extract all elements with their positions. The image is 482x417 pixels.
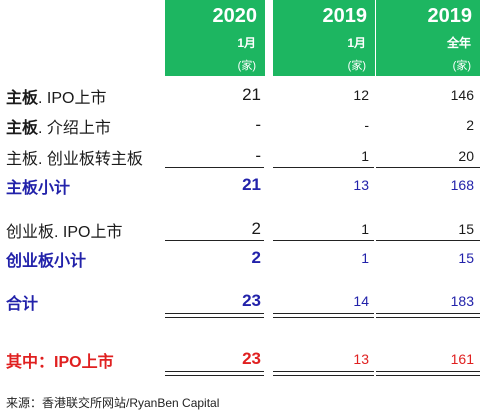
row-divider (376, 167, 480, 168)
value-2020-jan: 23 (242, 291, 261, 310)
highlight-double-rule (273, 371, 374, 376)
value-2020-jan: - (255, 146, 261, 165)
row-label: 创业板. IPO上市 (6, 224, 123, 241)
table-row: 主板. 介绍上市 - - 2 (0, 111, 482, 139)
table-row: 主板. IPO上市 21 12 146 (0, 81, 482, 109)
value-2019-jan: 13 (353, 351, 369, 367)
table-row-subtotal: 主板小计 21 13 168 (0, 171, 482, 199)
header-year: 2019 (322, 5, 368, 27)
row-divider (165, 240, 264, 241)
value-2019-full-year: 2 (466, 117, 474, 133)
row-divider (376, 240, 480, 241)
row-divider (165, 167, 264, 168)
row-label: 主板. IPO上市 (6, 90, 107, 107)
table-row-total: 合计 23 14 183 (0, 287, 482, 315)
row-divider (273, 167, 374, 168)
total-double-rule (165, 313, 264, 318)
header-year: 2019 (427, 5, 473, 27)
row-label: 主板. 创业板转主板 (6, 151, 143, 168)
value-2019-jan: 14 (353, 293, 369, 309)
header-2020-jan: 2020 1月 (家) (165, 0, 265, 76)
row-label: 创业板小计 (6, 253, 87, 270)
row-divider (273, 240, 374, 241)
source-note: 来源：香港联交所网站/RyanBen Capital (6, 396, 220, 410)
table-row-subtotal: 创业板小计 2 1 15 (0, 244, 482, 272)
value-2020-jan: 21 (242, 175, 261, 194)
value-2020-jan: 23 (242, 349, 261, 368)
header-unit: (家) (347, 60, 366, 72)
value-2019-jan: - (364, 117, 369, 133)
value-2020-jan: 2 (251, 248, 261, 267)
total-double-rule (273, 313, 374, 318)
header-period: 全年 (446, 36, 471, 50)
highlight-double-rule (376, 371, 480, 376)
row-label: 其中：IPO上市 (6, 354, 114, 371)
total-double-rule (376, 313, 480, 318)
header-period: 1月 (347, 36, 366, 50)
value-2020-jan: 2 (251, 219, 261, 238)
table-row-highlight: 其中：IPO上市 23 13 161 (0, 345, 482, 373)
table-row: 主板. 创业板转主板 - 1 20 (0, 142, 482, 170)
header-2019-jan: 2019 1月 (家) (273, 0, 375, 76)
value-2019-full-year: 146 (450, 87, 474, 103)
header-2019-full-year: 2019 全年 (家) (376, 0, 480, 76)
value-2019-full-year: 15 (458, 250, 474, 266)
row-label: 合计 (6, 296, 39, 313)
value-2019-jan: 12 (353, 87, 369, 103)
header-unit: (家) (452, 60, 471, 72)
header-year: 2020 (212, 5, 258, 27)
header-unit: (家) (237, 60, 256, 72)
table-row: 创业板. IPO上市 2 1 15 (0, 215, 482, 243)
value-2019-full-year: 15 (458, 221, 474, 237)
value-2019-jan: 13 (353, 177, 369, 193)
highlight-double-rule (165, 371, 264, 376)
row-label: 主板小计 (6, 180, 71, 197)
value-2020-jan: - (255, 115, 261, 134)
value-2019-jan: 1 (361, 148, 369, 164)
header-period: 1月 (237, 36, 256, 50)
value-2019-full-year: 183 (450, 293, 474, 309)
value-2019-full-year: 168 (450, 177, 474, 193)
value-2019-jan: 1 (361, 221, 369, 237)
value-2020-jan: 21 (242, 85, 261, 104)
value-2019-jan: 1 (361, 250, 369, 266)
value-2019-full-year: 20 (458, 148, 474, 164)
row-label: 主板. 介绍上市 (6, 120, 111, 137)
value-2019-full-year: 161 (450, 351, 474, 367)
